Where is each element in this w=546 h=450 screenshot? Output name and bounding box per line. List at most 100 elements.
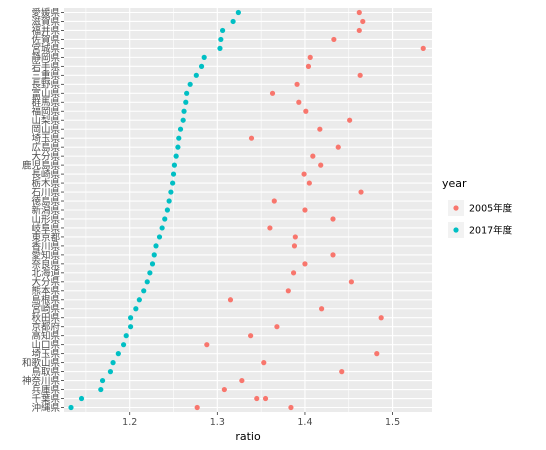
data-point (235, 9, 241, 16)
data-point (151, 252, 157, 258)
x-tick-labels: 1.2 1.3 1.4 1.5 (122, 412, 400, 428)
data-point (127, 324, 134, 330)
data-point (290, 270, 297, 276)
y-tick-label: 鹿児島県 (22, 160, 61, 172)
y-tick-label: 石川県 (31, 187, 60, 198)
data-point (219, 27, 226, 34)
y-tick-label: 山梨県 (31, 115, 60, 127)
data-point (318, 162, 324, 168)
data-point (147, 270, 153, 276)
y-tick-label: 長野県 (31, 80, 60, 91)
y-tick-label: 栃木県 (31, 177, 60, 189)
data-point (305, 63, 312, 69)
legend-label: 2005年度 (469, 202, 513, 214)
data-point (204, 342, 210, 348)
data-point (230, 18, 236, 25)
data-point (378, 315, 384, 321)
data-point (292, 234, 298, 240)
y-tick-label: 大分県 (31, 276, 60, 288)
y-tick-label: 神奈川県 (22, 375, 61, 387)
data-point (170, 171, 177, 177)
data-point (227, 297, 234, 303)
data-point (127, 315, 134, 321)
y-tick-label: 岐阜県 (31, 222, 60, 234)
data-point (107, 369, 114, 375)
y-tick-label: 香川県 (31, 241, 60, 252)
data-point (221, 386, 227, 393)
data-point (302, 207, 308, 213)
y-tick-label: 大分県 (31, 151, 60, 163)
data-point (133, 306, 139, 312)
data-point (98, 386, 104, 393)
data-point (176, 135, 182, 141)
data-point (164, 207, 170, 213)
data-point (262, 395, 269, 402)
data-point (153, 243, 159, 249)
data-point (136, 297, 142, 303)
y-tick-label: 宮城県 (31, 43, 60, 55)
data-point (162, 216, 168, 222)
data-point (173, 153, 179, 159)
y-tick-label: 京都府 (31, 321, 60, 333)
data-point (357, 72, 363, 78)
y-tick-label: 三重県 (31, 70, 60, 82)
y-tick-label: 鳥取県 (31, 366, 60, 378)
data-point (198, 63, 205, 69)
y-tick-label: 愛知県 (31, 249, 60, 261)
data-point (144, 279, 150, 285)
x-tick-label: 1.3 (210, 417, 225, 428)
y-tick-label: 福井県 (31, 25, 60, 37)
data-point (347, 117, 353, 123)
data-point (358, 189, 364, 195)
data-point (356, 27, 362, 34)
data-point (319, 306, 325, 312)
data-point (187, 81, 193, 87)
data-point (159, 225, 165, 231)
data-point (156, 234, 163, 240)
y-tick-label: 佐賀県 (31, 34, 60, 46)
data-point (115, 351, 121, 357)
data-point (171, 162, 177, 168)
legend-marker (453, 205, 459, 211)
y-tick-label: 島根県 (31, 294, 60, 306)
y-tick-labels: 愛媛県滋賀県福井県佐賀県宮城県静岡県岩手県三重県長野県富山県群馬県福岡県山梨県岡… (22, 7, 64, 414)
y-tick-label: 高知県 (31, 330, 60, 342)
data-point (168, 189, 174, 195)
y-tick-label: 埼玉県 (31, 133, 60, 145)
data-point (183, 99, 189, 105)
y-tick-label: 沖縄県 (31, 402, 60, 414)
y-tick-label: 埼玉県 (31, 348, 60, 360)
y-tick-label: 岡山県 (31, 125, 60, 136)
data-point (291, 243, 298, 249)
y-tick-label: 和歌山県 (22, 357, 61, 369)
data-point (218, 36, 224, 43)
data-point (339, 369, 345, 375)
legend: year 2005年度 2017年度 (442, 177, 513, 238)
legend-items: 2005年度 2017年度 (448, 200, 513, 238)
data-point (99, 377, 106, 384)
data-point (360, 18, 366, 25)
y-tick-label: 広島県 (31, 142, 60, 154)
data-point (177, 126, 184, 132)
y-tick-label: 奈良県 (31, 258, 60, 270)
y-tick-label: 兵庫県 (31, 384, 60, 396)
data-point (201, 54, 207, 60)
data-point (335, 144, 341, 150)
y-tick-label: 長崎県 (31, 168, 60, 180)
data-point (248, 333, 254, 339)
y-tick-label: 愛媛県 (31, 7, 60, 19)
y-tick-label: 岩手県 (31, 61, 60, 73)
data-point (166, 198, 172, 204)
data-point (78, 395, 85, 402)
y-tick-label: 宮崎県 (31, 303, 60, 315)
y-tick-label: 福岡県 (31, 106, 60, 118)
x-tick-label: 1.5 (385, 417, 400, 428)
y-tick-label: 山口県 (31, 340, 60, 351)
y-tick-label: 新潟県 (31, 204, 60, 216)
x-tick-label: 1.4 (297, 417, 312, 428)
data-point (317, 126, 323, 132)
data-point (239, 377, 245, 384)
data-point (110, 360, 116, 366)
y-tick-label: 秋田県 (31, 312, 60, 324)
